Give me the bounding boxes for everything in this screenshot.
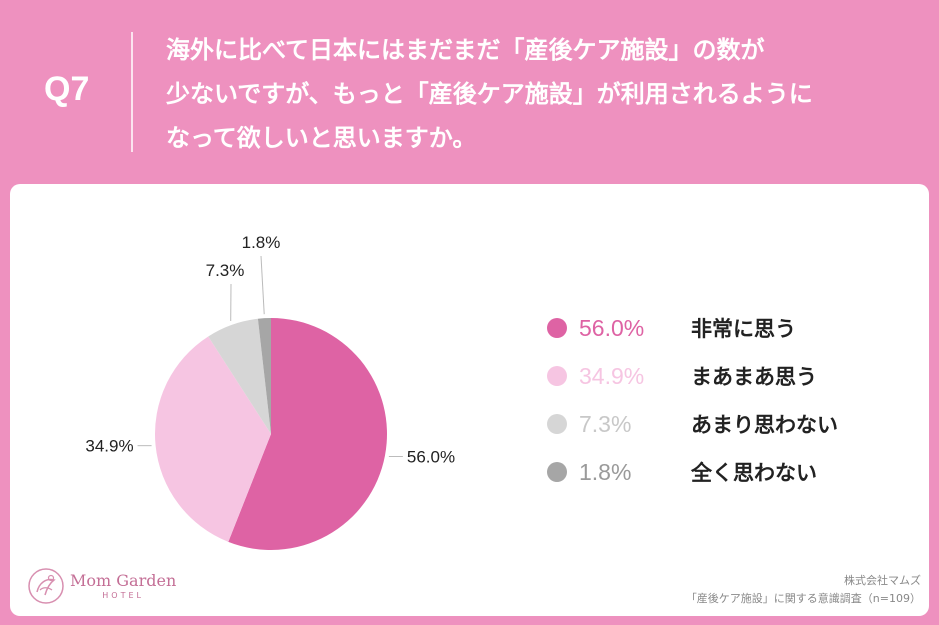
legend-item: 1.8% 全く思わない: [547, 448, 838, 496]
legend-label: 非常に思う: [691, 317, 796, 341]
legend-item: 34.9% まあまあ思う: [547, 352, 838, 400]
pie-slice: [155, 336, 271, 542]
question-line: なって欲しいと思いますか。: [166, 124, 477, 152]
slice-data-label: 7.3%: [206, 261, 245, 280]
logo-name: Mom Garden: [70, 570, 177, 590]
legend-swatch: [547, 462, 567, 482]
legend-percent: 7.3%: [579, 410, 632, 437]
legend-item: 56.0% 非常に思う: [547, 304, 838, 352]
legend: 56.0% 非常に思う 34.9% まあまあ思う 7.3% あまり思わない 1.8% 全く思わ…: [547, 304, 838, 496]
question-number: Q7: [44, 70, 90, 108]
chart-panel: 56.0% 34.9% 7.3% 1.8% 56.0% 非常に思う 34.9% まあまあ思う…: [10, 184, 929, 616]
legend-label: あまり思わない: [691, 413, 838, 437]
source-company: 株式会社マムズ: [844, 574, 921, 587]
source-note: 株式会社マムズ 「産後ケア施設」に関する意識調査（n=109）: [686, 572, 921, 608]
logo-icon: [28, 568, 64, 604]
source-survey: 「産後ケア施設」に関する意識調査（n=109）: [685, 592, 921, 605]
legend-percent: 34.9%: [579, 362, 645, 389]
slice-data-label: 34.9%: [85, 437, 133, 456]
slice-data-label: 1.8%: [242, 233, 281, 252]
brand-logo: Mom Garden HOTEL: [26, 566, 176, 606]
pie-slice: [228, 318, 388, 550]
question-text: 海外に比べて日本にはまだまだ「産後ケア施設」の数が 少ないですが、もっと「産後ケ…: [166, 28, 926, 160]
legend-item: 7.3% あまり思わない: [547, 400, 838, 448]
legend-swatch: [547, 414, 567, 434]
legend-swatch: [547, 318, 567, 338]
pie-slice: [208, 318, 271, 434]
pie-slice: [257, 318, 271, 434]
legend-percent: 56.0%: [579, 314, 645, 341]
slice-data-label: 56.0%: [407, 447, 455, 466]
divider: [131, 32, 133, 152]
legend-label: まあまあ思う: [691, 365, 817, 389]
legend-percent: 1.8%: [579, 458, 632, 485]
logo-sub: HOTEL: [102, 590, 144, 600]
leader-line: [260, 255, 265, 315]
question-line: 海外に比べて日本にはまだまだ「産後ケア施設」の数が: [166, 36, 765, 64]
pie-chart: 56.0% 34.9% 7.3% 1.8%: [85, 233, 455, 550]
legend-label: 全く思わない: [691, 461, 817, 485]
question-line: 少ないですが、もっと「産後ケア施設」が利用されるように: [166, 80, 813, 108]
legend-swatch: [547, 366, 567, 386]
